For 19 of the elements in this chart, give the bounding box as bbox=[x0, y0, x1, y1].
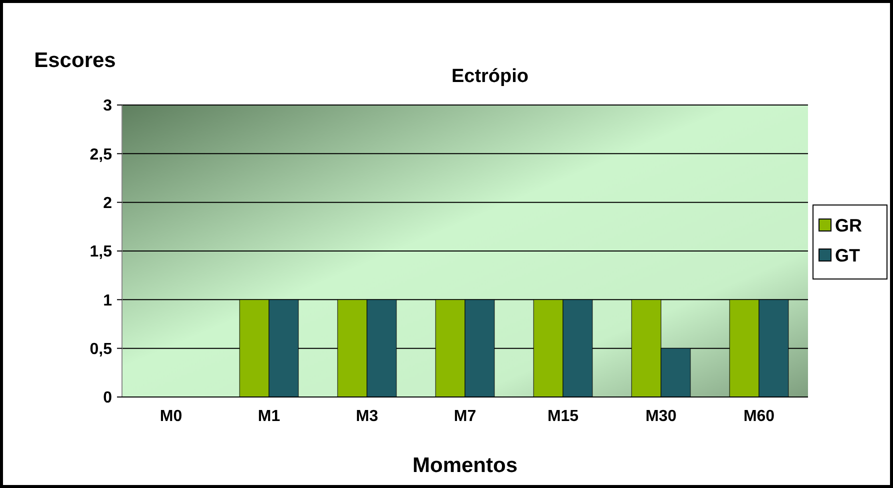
legend-label: GR bbox=[835, 215, 862, 236]
x-tick-label: M60 bbox=[743, 408, 775, 425]
x-tick-label: M30 bbox=[645, 408, 677, 425]
y-tick-label: 1,5 bbox=[90, 244, 112, 261]
x-tick-label: M3 bbox=[356, 408, 378, 425]
x-tick-label: M7 bbox=[454, 408, 476, 425]
x-axis-title: Momentos bbox=[412, 454, 518, 477]
y-tick-label: 0 bbox=[103, 390, 112, 407]
y-tick-label: 2,5 bbox=[90, 146, 112, 164]
legend-label: GT bbox=[835, 245, 860, 266]
y-tick-label: 2 bbox=[103, 194, 112, 212]
y-tick-label: 1 bbox=[103, 292, 112, 310]
y-axis-title: Escores bbox=[34, 49, 116, 72]
chart-title: Ectrópio bbox=[451, 66, 529, 87]
y-tick-label: 0,5 bbox=[90, 340, 112, 358]
x-tick-label: M0 bbox=[160, 408, 182, 425]
y-tick-label: 3 bbox=[103, 98, 112, 115]
x-tick-label: M1 bbox=[258, 408, 280, 425]
x-tick-label: M15 bbox=[547, 408, 579, 425]
